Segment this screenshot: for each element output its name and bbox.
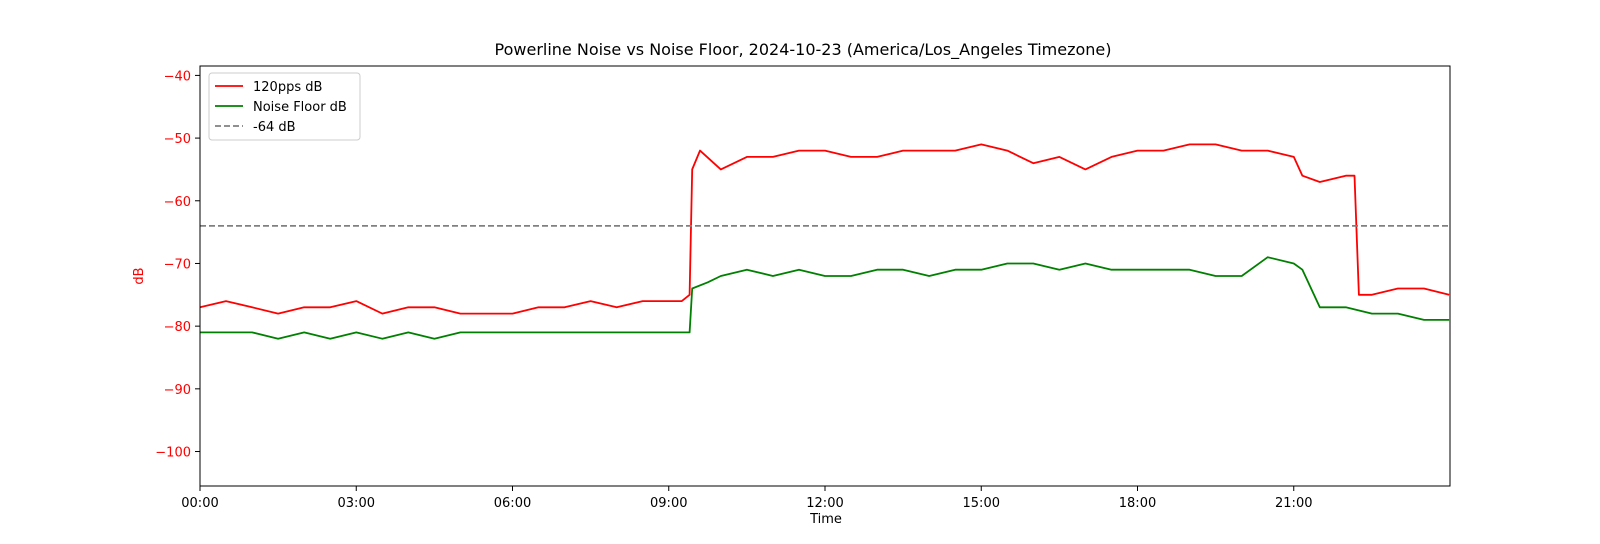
- legend-label-0: 120pps dB: [253, 80, 322, 95]
- x-tick-label: 15:00: [963, 496, 1000, 511]
- x-tick-label: 09:00: [650, 496, 687, 511]
- x-tick-label: 12:00: [806, 496, 843, 511]
- legend-box: [208, 72, 361, 141]
- x-tick-label: 00:00: [181, 496, 218, 511]
- y-axis-label: dB: [132, 267, 147, 284]
- series-line-1: [200, 256, 1450, 340]
- legend: 120pps dB Noise Floor dB -64 dB: [208, 72, 361, 141]
- chart-title: Powerline Noise vs Noise Floor, 2024-10-…: [495, 40, 1112, 60]
- y-tick-label: −100: [155, 446, 191, 461]
- y-axis-ticks: −40 −50 −60 −70 −80 −90 −100: [155, 69, 200, 461]
- series-line-0: [199, 143, 1450, 315]
- x-tick-label: 03:00: [338, 496, 375, 511]
- legend-label-2: -64 dB: [253, 120, 296, 135]
- y-tick-label: −40: [164, 69, 191, 84]
- x-tick-label: 21:00: [1275, 496, 1312, 511]
- y-tick-label: −90: [164, 383, 191, 398]
- plot-frame: [199, 65, 1451, 487]
- x-tick-label: 18:00: [1119, 496, 1156, 511]
- legend-label-1: Noise Floor dB: [253, 100, 347, 115]
- y-tick-label: −80: [164, 320, 191, 335]
- y-tick-label: −60: [164, 195, 191, 210]
- y-tick-label: −70: [164, 257, 191, 272]
- y-tick-label: −50: [164, 132, 191, 147]
- x-axis-label: Time: [809, 512, 842, 527]
- series-layer: [199, 143, 1450, 340]
- x-axis-ticks: 00:00 03:00 06:00 09:00 12:00 15:00 18:00 21:00: [181, 486, 1312, 511]
- x-tick-label: 06:00: [494, 496, 531, 511]
